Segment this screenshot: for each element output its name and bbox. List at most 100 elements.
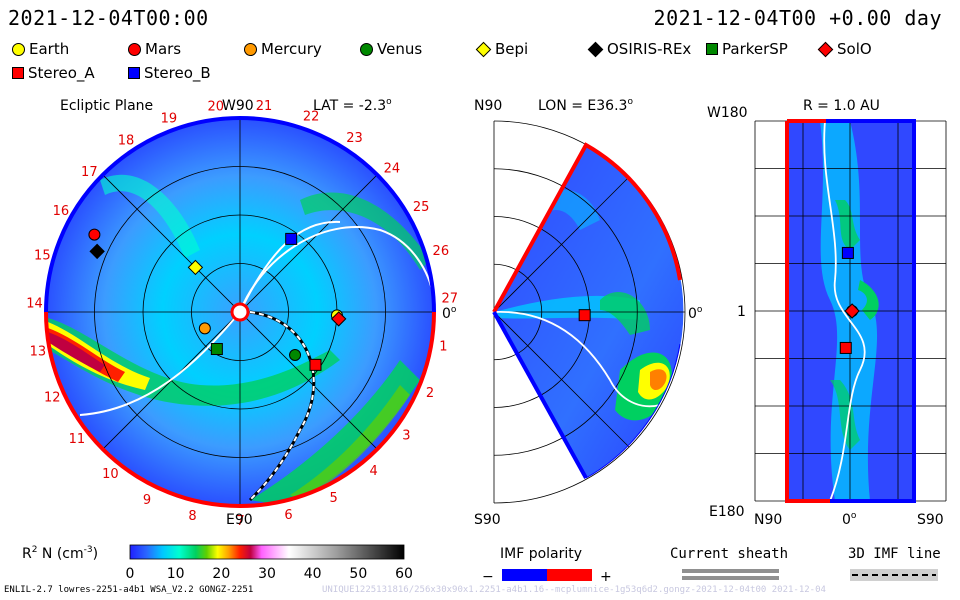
rim-number-label: 5 <box>330 491 338 506</box>
legend-item-label: Mercury <box>261 40 322 58</box>
rim-number-label: 3 <box>402 428 410 443</box>
rim-number-label: 12 <box>44 391 61 406</box>
legend-item-bepi: Bepi <box>475 40 529 58</box>
rim-number-label: 18 <box>118 134 135 149</box>
circle-marker-icon <box>128 42 141 56</box>
legend-item-label: SolO <box>837 40 872 58</box>
body-stereo-b <box>841 246 854 259</box>
current-sheath-line-bottom <box>682 576 779 580</box>
circle-marker-icon <box>244 42 257 56</box>
rim-number-label: 9 <box>143 493 151 508</box>
legend-item-label: OSIRIS-REx <box>607 40 692 58</box>
colorbar-ticks: 0 10 20 30 40 50 60 <box>126 566 413 582</box>
legend-item-osiris-rex: OSIRIS-REx <box>587 40 692 58</box>
body-osiris-rex <box>89 243 105 260</box>
legend-item-label: Earth <box>29 40 70 58</box>
colorbar-tick-label: 60 <box>395 566 413 582</box>
rim-number-label: 4 <box>370 464 378 479</box>
legend-item-venus: Venus <box>360 40 422 58</box>
body-parkersp <box>210 343 223 356</box>
imf-line-title: 3D IMF line <box>848 546 941 562</box>
current-sheath-key: Current sheath <box>670 546 788 580</box>
current-sheath-title: Current sheath <box>670 546 788 562</box>
legend-item-label: Stereo_A <box>28 64 95 82</box>
legend-item-earth: Earth <box>12 40 69 58</box>
legend-item-parkersp: ParkerSP <box>706 40 788 58</box>
meridional-rim-blue <box>492 311 588 479</box>
rim-number-label: 13 <box>30 344 47 359</box>
body-stereo-a <box>839 341 852 354</box>
header-datetime-right: 2021-12-04T00 +0.00 day <box>653 6 942 30</box>
ecliptic-top-label: W90 <box>222 98 254 114</box>
body-bepi <box>187 259 204 276</box>
sphere-map-rim-blue <box>826 119 916 503</box>
meridional-lon-label: LON = E36.3o <box>538 97 633 114</box>
rim-number-label: 10 <box>102 467 119 482</box>
sphere-map-chart: R = 1.0 AU W180 1 E180 N90 0o S90 <box>707 98 947 528</box>
circle-marker-icon <box>360 42 373 56</box>
rim-number-label: 16 <box>53 204 70 219</box>
meridional-imf-line <box>493 311 661 408</box>
ecliptic-density-features <box>48 174 430 505</box>
imf-polarity-plus: + <box>600 569 612 585</box>
colorbar-tick-label: 30 <box>258 566 276 582</box>
rim-number-label: 6 <box>284 508 292 523</box>
sphere-map-x-mid-label: 0o <box>842 511 857 528</box>
imf-polarity-minus: − <box>482 569 494 585</box>
sphere-map-y-top-label: W180 <box>707 105 748 121</box>
rim-number-label: 17 <box>81 165 98 180</box>
imf-polarity-key: IMF polarity − + <box>482 546 612 585</box>
legend-item-label: Venus <box>377 40 423 58</box>
imf-polarity-positive-swatch <box>547 569 592 581</box>
colorbar-tick-label: 50 <box>349 566 367 582</box>
ecliptic-title: Ecliptic Plane <box>60 98 153 114</box>
rim-number-label: 23 <box>346 131 363 146</box>
rim-number-label: 20 <box>207 100 224 115</box>
imf-polarity-title: IMF polarity <box>500 546 582 562</box>
sphere-map-y-bottom-label: E180 <box>709 504 745 520</box>
ecliptic-rim-blue <box>239 116 436 313</box>
colorbar-gradient <box>129 544 405 560</box>
legend-item-mars: Mars <box>128 40 181 58</box>
rim-number-label: 25 <box>413 200 430 215</box>
colorbar: R2 N (cm-3) 0 10 20 30 40 50 60 <box>22 544 413 582</box>
rim-number-label: 15 <box>34 249 51 264</box>
rim-number-label: 21 <box>256 99 273 114</box>
colorbar-tick-label: 40 <box>304 566 322 582</box>
sphere-map-title: R = 1.0 AU <box>803 98 880 114</box>
sphere-map-x-left-label: N90 <box>754 512 782 528</box>
meridional-bottom-label: S90 <box>474 512 501 528</box>
meridional-top-label: N90 <box>474 98 502 114</box>
sphere-map-x-right-label: S90 <box>917 512 944 528</box>
header-datetime-left: 2021-12-04T00:00 <box>8 6 209 30</box>
rim-number-label: 24 <box>384 162 401 177</box>
sun-marker <box>230 302 250 322</box>
meridional-rim-red <box>492 142 682 313</box>
sphere-map-y-mid-label: 1 <box>737 304 746 320</box>
body-stereo-a <box>309 358 322 371</box>
circle-marker-icon <box>12 42 25 56</box>
square-marker-icon <box>12 67 24 79</box>
body-mars <box>88 228 101 241</box>
ecliptic-bodies <box>88 228 347 371</box>
colorbar-tick-label: 10 <box>167 566 185 582</box>
meridional-plane-chart: N90 LON = E36.3o S90 0o <box>474 97 703 528</box>
sphere-map-imf-line <box>823 120 866 502</box>
rim-number-label: 1 <box>439 340 447 355</box>
legend-item-stereo-b: Stereo_B <box>128 64 211 82</box>
imf-polarity-negative-swatch <box>502 569 547 581</box>
rim-number-label: 19 <box>161 111 178 126</box>
rim-number-label: 7 <box>236 514 244 529</box>
rim-number-label: 14 <box>26 296 43 311</box>
legend-item-label: Bepi <box>495 40 529 58</box>
body-mercury <box>198 322 211 335</box>
rim-number-label: 27 <box>441 291 458 306</box>
footer-model-info: ENLIL-2.7 lowres-2251-a4b1 WSA_V2.2 GONG… <box>4 585 254 595</box>
ecliptic-bottom-label: E90 <box>226 512 253 528</box>
footer-run-id: UNIQUE1225131816/256x30x90x1.2251-a4b1.1… <box>322 585 826 595</box>
ecliptic-right-label: 0o <box>442 305 457 322</box>
